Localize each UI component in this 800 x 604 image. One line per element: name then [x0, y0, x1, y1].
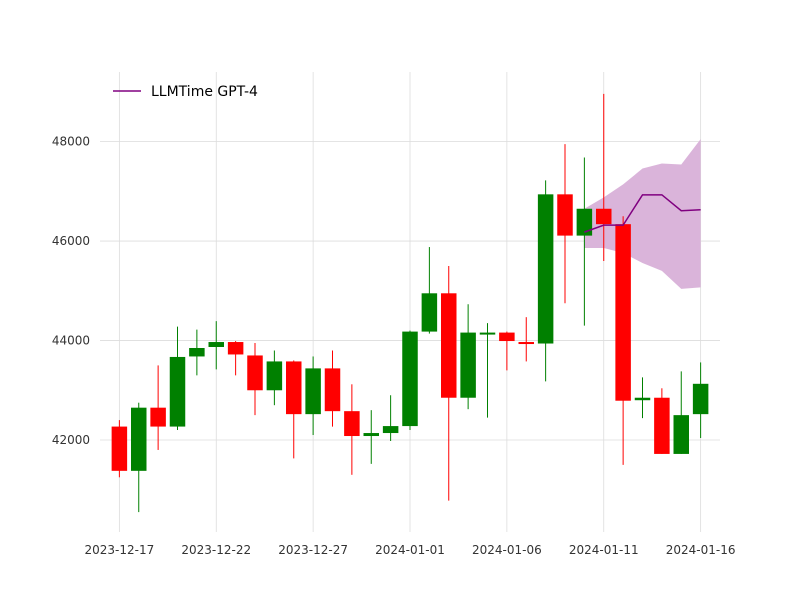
- candle-body-2023-12-18: [131, 407, 147, 471]
- candle-body-2024-01-06: [499, 332, 515, 342]
- x-tick-label-2023-12-22: 2023-12-22: [181, 543, 251, 557]
- candle-body-2023-12-30: [363, 433, 379, 437]
- candle-2023-12-19: [150, 365, 166, 450]
- candle-2024-01-11: [596, 93, 612, 261]
- candle-body-2023-12-25: [266, 361, 283, 391]
- candle-2023-12-27: [305, 356, 321, 436]
- candle-2023-12-26: [286, 360, 302, 459]
- candles-layer: [111, 93, 709, 513]
- candle-2024-01-10: [576, 157, 593, 326]
- y-tick-label-48000: 48000: [52, 135, 90, 149]
- candle-2024-01-06: [499, 331, 515, 371]
- candle-2023-12-23: [227, 341, 244, 376]
- candle-body-2024-01-07: [518, 342, 534, 345]
- x-axis-ticks: 2023-12-17 2023-12-22 2023-12-27 2024-01-01…: [85, 543, 736, 557]
- candle-body-2023-12-21: [189, 348, 205, 357]
- candle-body-2024-01-12: [615, 224, 631, 401]
- candle-body-2024-01-05: [479, 332, 496, 335]
- candle-body-2023-12-29: [344, 411, 360, 437]
- candle-body-2023-12-31: [382, 426, 399, 434]
- candle-body-2023-12-22: [208, 342, 224, 348]
- candle-2023-12-24: [247, 343, 263, 416]
- forecast-confidence-band: [584, 139, 701, 289]
- candle-body-2023-12-23: [227, 342, 244, 355]
- candle-2023-12-29: [344, 384, 360, 475]
- candle-2024-01-07: [518, 317, 534, 362]
- candle-body-2023-12-20: [169, 356, 186, 427]
- candle-body-2023-12-19: [150, 407, 166, 427]
- candle-body-2023-12-27: [305, 368, 321, 415]
- forecast-line-layer: [584, 194, 701, 233]
- candle-body-2023-12-26: [286, 361, 302, 415]
- x-tick-label-2023-12-27: 2023-12-27: [278, 543, 348, 557]
- y-tick-label-44000: 44000: [52, 334, 90, 348]
- candle-body-2024-01-13: [634, 397, 651, 401]
- candle-body-2024-01-01: [402, 331, 418, 427]
- candle-2023-12-21: [189, 329, 205, 376]
- candle-body-2024-01-02: [421, 293, 438, 332]
- y-tick-label-46000: 46000: [52, 234, 90, 248]
- x-tick-label-2024-01-01: 2024-01-01: [375, 543, 445, 557]
- x-tick-label-2024-01-06: 2024-01-06: [472, 543, 542, 557]
- candle-body-2024-01-03: [441, 293, 457, 398]
- forecast-line: [584, 194, 701, 233]
- candle-body-2024-01-08: [537, 194, 554, 344]
- forecast-band-layer: [584, 139, 701, 289]
- x-tick-label-2024-01-11: 2024-01-11: [569, 543, 639, 557]
- candle-body-2023-12-28: [324, 368, 341, 412]
- candle-2023-12-25: [266, 350, 283, 406]
- candle-2024-01-12: [615, 216, 631, 465]
- candle-2024-01-02: [421, 247, 438, 334]
- candle-body-2024-01-11: [596, 208, 612, 225]
- candle-body-2024-01-15: [673, 415, 689, 454]
- candle-body-2024-01-16: [692, 383, 709, 415]
- candle-2023-12-28: [324, 350, 341, 427]
- candle-2024-01-04: [460, 304, 476, 410]
- legend-label-llmtime: LLMTime GPT-4: [151, 84, 258, 100]
- candle-2024-01-13: [634, 377, 651, 419]
- candle-2024-01-14: [654, 388, 670, 454]
- candle-2024-01-05: [479, 323, 496, 418]
- candle-body-2023-12-24: [247, 355, 263, 391]
- candle-2023-12-30: [363, 410, 379, 464]
- x-tick-label-2023-12-17: 2023-12-17: [85, 543, 155, 557]
- candle-2024-01-01: [402, 330, 418, 431]
- candle-2024-01-03: [441, 265, 457, 501]
- candle-2024-01-15: [673, 371, 689, 454]
- candle-2024-01-08: [537, 180, 554, 382]
- legend: LLMTime GPT-4: [113, 84, 258, 100]
- candle-2023-12-31: [382, 395, 399, 441]
- candle-body-2024-01-14: [654, 397, 670, 454]
- x-tick-label-2024-01-16: 2024-01-16: [666, 543, 736, 557]
- candle-body-2024-01-10: [576, 208, 593, 236]
- candle-2024-01-09: [557, 144, 573, 304]
- candle-2023-12-20: [169, 326, 186, 431]
- candle-2023-12-17: [111, 420, 128, 478]
- candle-body-2024-01-04: [460, 332, 476, 398]
- candle-body-2024-01-09: [557, 194, 573, 236]
- candle-2024-01-16: [692, 362, 709, 439]
- candle-body-2023-12-17: [111, 426, 128, 471]
- candle-2023-12-18: [131, 402, 147, 513]
- y-axis-ticks: 42000 44000 46000 48000: [52, 135, 90, 447]
- y-tick-label-42000: 42000: [52, 433, 90, 447]
- candle-2023-12-22: [208, 321, 224, 370]
